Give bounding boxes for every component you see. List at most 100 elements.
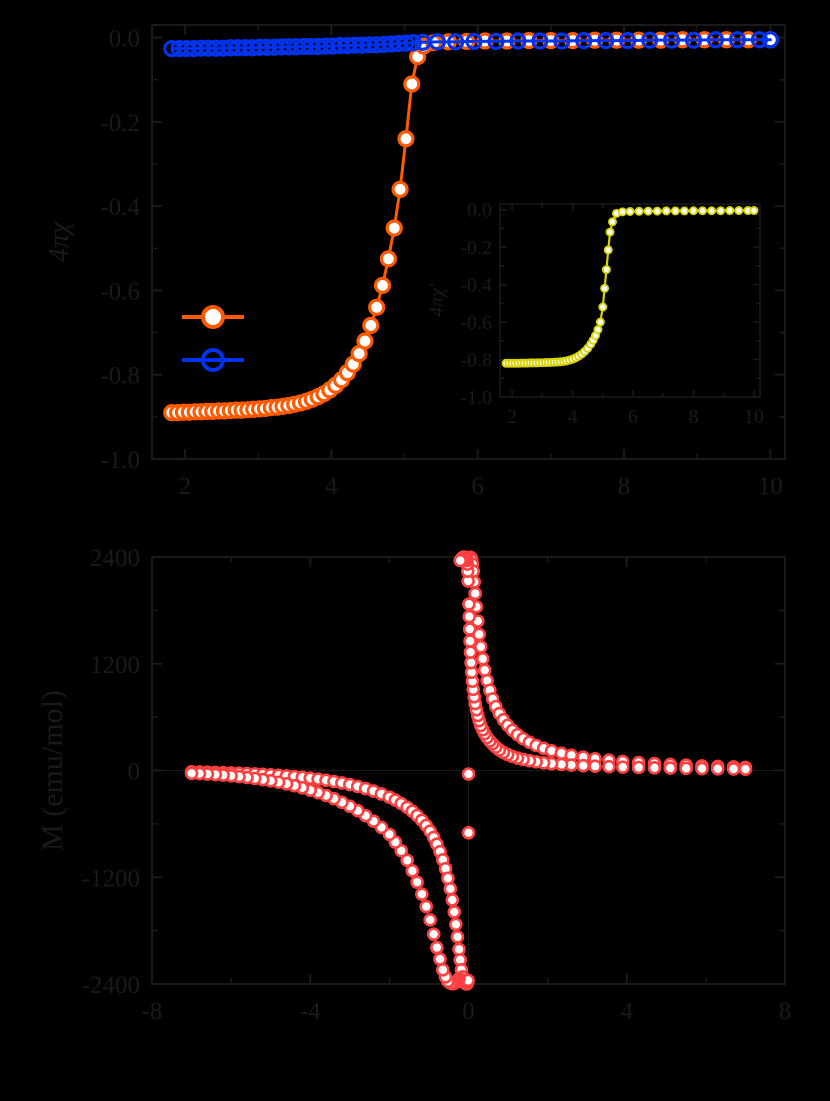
data-point-marker [661, 206, 671, 216]
data-point-marker [600, 283, 610, 293]
data-point-marker [641, 31, 659, 49]
data-point-marker [423, 913, 437, 927]
y-axis-title: 4πχ [44, 221, 75, 262]
data-point-marker [603, 245, 613, 255]
data-point-marker [647, 761, 662, 775]
data-point-marker [368, 298, 386, 316]
data-point-marker [379, 250, 397, 268]
data-point-marker [447, 905, 462, 919]
data-point-marker [617, 207, 627, 217]
data-point-marker [400, 853, 414, 868]
data-point-marker [643, 206, 653, 216]
data-point-marker [468, 586, 483, 601]
data-point-marker [588, 759, 602, 774]
x-tick-label: 4 [568, 406, 578, 428]
x-tick-label: 8 [779, 998, 792, 1025]
y-tick-label: 0.0 [109, 26, 140, 53]
data-point-marker [415, 887, 429, 901]
data-point-marker [461, 825, 476, 840]
y-tick-label: -0.4 [100, 194, 140, 221]
data-point-marker [710, 762, 725, 776]
data-point-marker [706, 31, 725, 49]
data-point-marker [749, 206, 759, 216]
data-point-marker [428, 33, 446, 51]
data-point-marker [385, 219, 403, 237]
data-point-marker [419, 899, 433, 914]
y-tick-label: -0.8 [460, 350, 492, 372]
y-axis-title: M (emu/mol) [36, 690, 69, 851]
data-series [163, 31, 779, 58]
y-tick-label: -1200 [82, 865, 140, 892]
data-point-marker [509, 32, 527, 50]
data-point-marker [728, 31, 747, 49]
y-tick-label: -1.0 [460, 387, 492, 409]
y-tick-label: -0.4 [460, 275, 492, 297]
data-point-marker [397, 130, 415, 148]
y-tick-label: -0.2 [460, 237, 492, 259]
data-point-marker [435, 962, 450, 977]
data-point-marker [726, 762, 741, 776]
x-tick-label: 4 [621, 998, 634, 1025]
data-point-marker [601, 265, 611, 275]
x-tick-label: 10 [758, 473, 783, 500]
data-point-marker [652, 206, 662, 216]
data-point-marker [634, 206, 644, 216]
data-series [501, 206, 759, 368]
data-point-marker [184, 766, 199, 781]
data-point-marker [465, 32, 483, 51]
y-tick-label: 2400 [90, 545, 140, 572]
data-point-marker [597, 31, 615, 50]
data-point-marker [575, 31, 593, 50]
data-point-marker [362, 316, 380, 335]
data-point-marker [433, 952, 447, 966]
data-point-marker [397, 34, 415, 52]
series-line [170, 38, 772, 51]
panel-bottom: -8 -4 0 4 8 2400 1200 0 -1200 -2400 M (emu/mol) [36, 545, 791, 1025]
data-point-marker [688, 206, 698, 216]
data-point-marker [487, 32, 505, 51]
legend-marker [201, 348, 225, 372]
data-point-marker [553, 32, 571, 50]
x-tick-label: 6 [471, 473, 484, 500]
data-point-marker [443, 882, 458, 896]
y-tick-label: -0.8 [100, 363, 140, 390]
data-point-marker [404, 34, 422, 52]
data-point-marker [356, 332, 374, 350]
data-point-marker [595, 317, 605, 327]
legend [182, 305, 244, 372]
data-point-marker [450, 930, 465, 944]
data-point-marker [734, 206, 744, 216]
data-point-marker [373, 276, 392, 294]
data-point-marker [477, 663, 492, 677]
data-point-marker [449, 917, 463, 932]
data-point-marker [670, 206, 680, 216]
data-point-marker [663, 761, 678, 775]
data-point-marker [684, 31, 703, 49]
data-point-marker [441, 871, 455, 886]
x-tick-label: 10 [744, 406, 764, 428]
y-tick-label: -1.0 [100, 447, 140, 474]
data-point-marker [462, 597, 476, 611]
data-point-marker [602, 759, 616, 774]
data-point-marker [607, 217, 617, 227]
x-tick-label: 2 [179, 473, 192, 500]
y-tick-label: -2400 [82, 972, 140, 999]
data-point-marker [462, 609, 477, 624]
data-point-marker [725, 206, 735, 216]
data-point-marker [463, 634, 477, 648]
y-tick-label: -0.6 [460, 312, 492, 334]
x-tick-label: 8 [618, 473, 631, 500]
data-point-marker [461, 767, 476, 781]
panel-top: 2 4 6 8 10 0.0 -0.2 -0.4 -0.6 -0.8 -1.0 4πχ [44, 24, 786, 500]
y-tick-label: -0.6 [100, 278, 140, 305]
y-axis-title: 4πχ' [426, 283, 448, 317]
x-tick-label: 8 [688, 406, 698, 428]
data-point-marker [452, 942, 466, 957]
y-tick-label: 0 [128, 759, 141, 786]
data-point-marker [750, 31, 768, 49]
data-point-marker [447, 33, 465, 51]
x-tick-label: 6 [628, 406, 638, 428]
data-point-marker [473, 640, 488, 654]
